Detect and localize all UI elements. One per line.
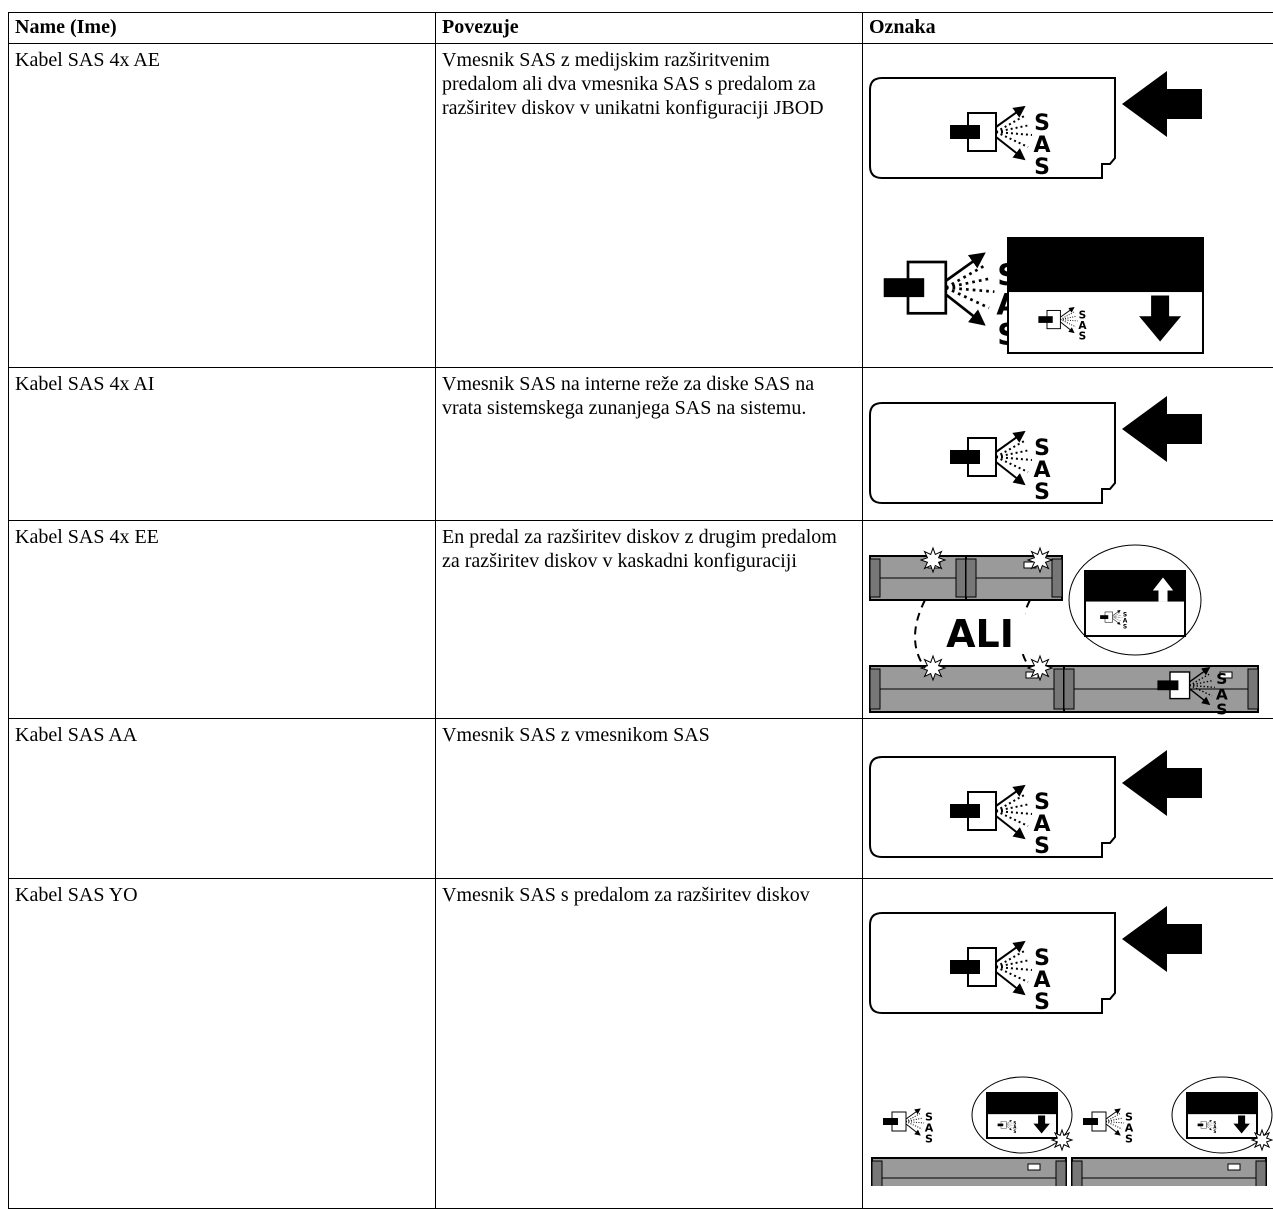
cell [863, 44, 1273, 368]
cable-table: Name (Ime) Povezuje Oznaka Kabel SAS 4x … [8, 12, 1273, 1209]
header-cell: Oznaka [863, 13, 1273, 44]
cell: Vmesnik SAS na interne reže za diske SAS… [436, 368, 863, 521]
header-cell: Povezuje [436, 13, 863, 44]
header-cell: Name (Ime) [9, 13, 436, 44]
cell: Kabel SAS 4x AE [9, 44, 436, 368]
cell: Kabel SAS 4x EE [9, 521, 436, 719]
row: Kabel SAS AA Vmesnik SAS z vmesnikom SAS [9, 719, 1273, 879]
cell: En predal za razširitev diskov z drugim … [436, 521, 863, 719]
cell: Vmesnik SAS z vmesnikom SAS [436, 719, 863, 879]
cell [863, 521, 1273, 719]
row: Kabel SAS 4x AE Vmesnik SAS z medijskim … [9, 44, 1273, 368]
cell: Kabel SAS YO [9, 879, 436, 1209]
cell: Vmesnik SAS s predalom za razširitev dis… [436, 879, 863, 1209]
cell [863, 879, 1273, 1209]
cell [863, 719, 1273, 879]
row: Kabel SAS 4x AI Vmesnik SAS na interne r… [9, 368, 1273, 521]
row: Kabel SAS 4x EE En predal za razširitev … [9, 521, 1273, 719]
cell: Vmesnik SAS z medijskim razširitvenim pr… [436, 44, 863, 368]
cell: Kabel SAS 4x AI [9, 368, 436, 521]
cell: Kabel SAS AA [9, 719, 436, 879]
header-row: Name (Ime) Povezuje Oznaka [9, 13, 1273, 44]
cell [863, 368, 1273, 521]
row: Kabel SAS YO Vmesnik SAS s predalom za r… [9, 879, 1273, 1209]
